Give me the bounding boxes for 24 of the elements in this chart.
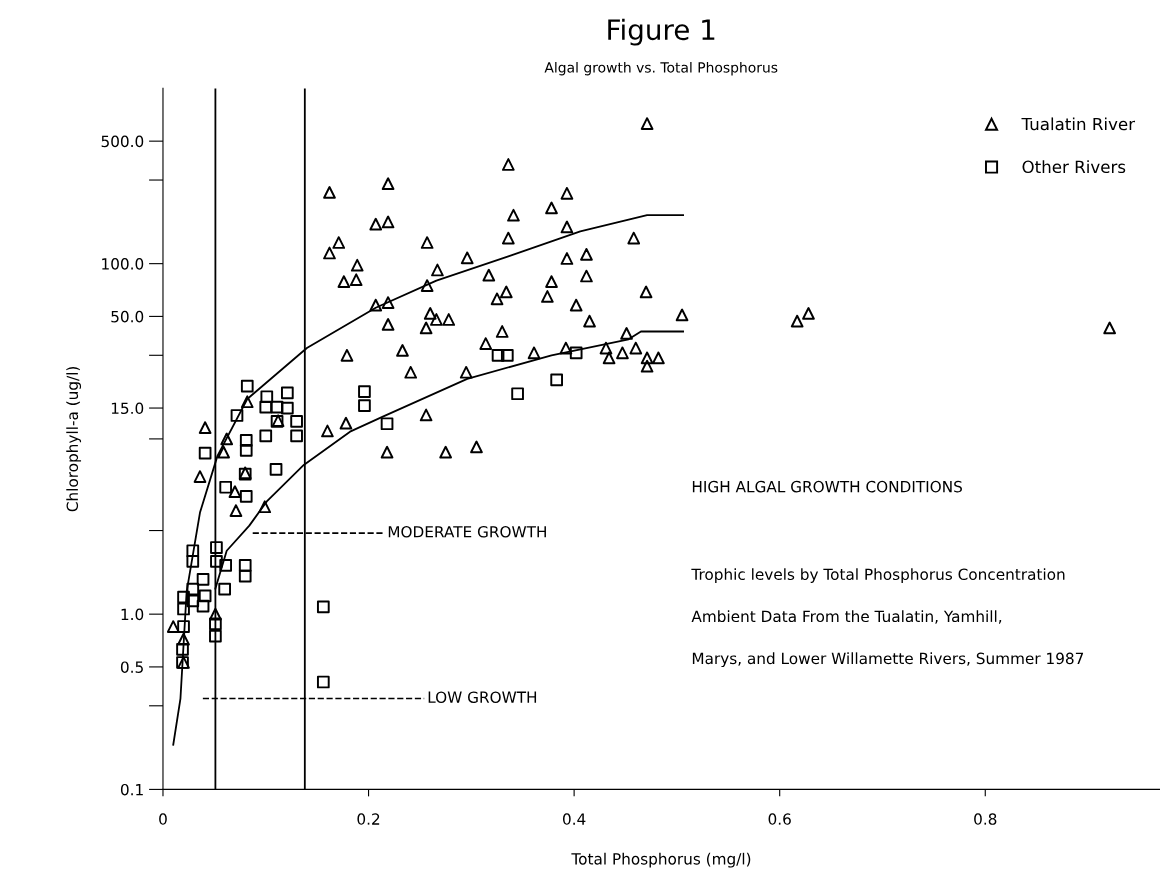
y-tick-label: 100.0 <box>102 258 144 270</box>
chart-title: Figure 1 <box>608 18 715 46</box>
y-tick-label: 0.5 <box>120 661 143 673</box>
y-tick-label: 0.1 <box>120 783 143 796</box>
chart-subtitle: Algal growth vs. Total Phosphorus <box>544 61 778 76</box>
annotation: Trophic levels by Total Phosphorus Concentration <box>691 568 1065 583</box>
legend-label: Tualatin River <box>1021 117 1136 131</box>
y-tick-label: 15.0 <box>111 402 144 415</box>
y-tick-label: 50.0 <box>111 310 144 323</box>
x-tick-label: 0.6 <box>768 813 791 825</box>
x-tick-label: 0.8 <box>974 813 997 825</box>
annotation: HIGH ALGAL GROWTH CONDITIONS <box>692 480 962 493</box>
annotation: Ambient Data From the Tualatin, Yamhill, <box>691 610 1002 624</box>
y-tick-label: 500.0 <box>101 135 144 148</box>
x-axis-title: Total Phosphorus (mg/l) <box>571 852 751 868</box>
annotation: Marys, and Lower Willamette Rivers, Summer 1987 <box>692 652 1084 668</box>
x-tick-label: 0 <box>159 813 167 825</box>
y-axis-title: Chlorophyll-a (ug/l) <box>66 366 82 512</box>
x-tick-label: 0.2 <box>357 813 380 825</box>
legend-label: Other Rivers <box>1022 160 1126 174</box>
ref-line-label: MODERATE GROWTH <box>388 526 546 538</box>
x-tick-label: 0.4 <box>562 813 586 825</box>
ref-line-label: LOW GROWTH <box>428 691 537 703</box>
y-tick-label: 1.0 <box>121 608 144 621</box>
